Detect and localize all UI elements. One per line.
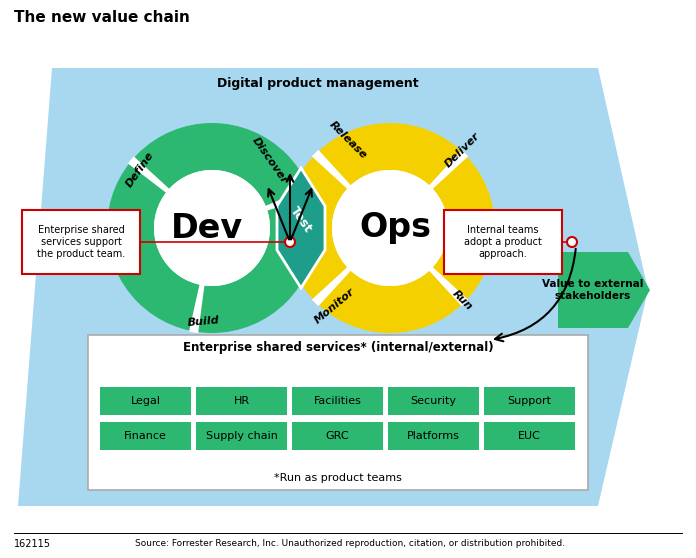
Text: HR: HR bbox=[233, 396, 250, 406]
FancyBboxPatch shape bbox=[196, 387, 287, 415]
Text: Finance: Finance bbox=[124, 431, 167, 441]
Text: Dev: Dev bbox=[171, 211, 243, 244]
Text: EUC: EUC bbox=[518, 431, 541, 441]
Circle shape bbox=[567, 237, 577, 247]
FancyBboxPatch shape bbox=[292, 422, 383, 450]
Text: Ops: Ops bbox=[359, 211, 431, 244]
Text: Deliver: Deliver bbox=[443, 131, 482, 170]
Text: Test: Test bbox=[287, 204, 315, 235]
Text: Supply chain: Supply chain bbox=[205, 431, 278, 441]
FancyBboxPatch shape bbox=[100, 387, 191, 415]
Circle shape bbox=[285, 123, 495, 333]
Wedge shape bbox=[429, 267, 468, 306]
Polygon shape bbox=[18, 68, 648, 506]
FancyBboxPatch shape bbox=[100, 422, 191, 450]
FancyBboxPatch shape bbox=[196, 422, 287, 450]
Text: Enterprise shared services* (internal/external): Enterprise shared services* (internal/ex… bbox=[182, 341, 493, 354]
Text: Platforms: Platforms bbox=[407, 431, 460, 441]
FancyBboxPatch shape bbox=[388, 387, 479, 415]
Circle shape bbox=[285, 237, 295, 247]
Text: Internal teams
adopt a product
approach.: Internal teams adopt a product approach. bbox=[464, 225, 542, 258]
Text: Run: Run bbox=[450, 288, 474, 312]
Wedge shape bbox=[312, 267, 351, 306]
Wedge shape bbox=[429, 150, 468, 190]
FancyBboxPatch shape bbox=[292, 387, 383, 415]
Text: Build: Build bbox=[187, 316, 221, 328]
Text: Facilities: Facilities bbox=[314, 396, 361, 406]
FancyArrowPatch shape bbox=[495, 249, 576, 341]
Text: *Run as product teams: *Run as product teams bbox=[274, 473, 402, 483]
Circle shape bbox=[154, 170, 270, 286]
FancyBboxPatch shape bbox=[444, 210, 562, 274]
Text: Source: Forrester Research, Inc. Unauthorized reproduction, citation, or distrib: Source: Forrester Research, Inc. Unautho… bbox=[135, 540, 565, 549]
Polygon shape bbox=[277, 168, 325, 288]
Circle shape bbox=[107, 123, 317, 333]
Text: 162115: 162115 bbox=[14, 539, 51, 549]
Text: Security: Security bbox=[411, 396, 457, 406]
Text: Define: Define bbox=[124, 151, 156, 190]
Circle shape bbox=[154, 170, 270, 286]
Wedge shape bbox=[264, 187, 313, 211]
Circle shape bbox=[332, 170, 448, 286]
FancyBboxPatch shape bbox=[388, 422, 479, 450]
Wedge shape bbox=[128, 156, 170, 193]
Text: Digital product management: Digital product management bbox=[217, 78, 419, 90]
Text: Release: Release bbox=[327, 119, 369, 161]
FancyBboxPatch shape bbox=[484, 422, 575, 450]
Text: Support: Support bbox=[507, 396, 551, 406]
Text: The new value chain: The new value chain bbox=[14, 11, 190, 26]
FancyBboxPatch shape bbox=[484, 387, 575, 415]
Text: Legal: Legal bbox=[131, 396, 161, 406]
Wedge shape bbox=[189, 283, 205, 333]
FancyBboxPatch shape bbox=[22, 210, 140, 274]
Polygon shape bbox=[558, 252, 650, 328]
Text: Enterprise shared
services support
the product team.: Enterprise shared services support the p… bbox=[37, 225, 125, 258]
Wedge shape bbox=[312, 150, 351, 190]
Text: Monitor: Monitor bbox=[313, 286, 357, 325]
Circle shape bbox=[332, 170, 448, 286]
Text: Discover: Discover bbox=[251, 135, 290, 185]
Text: Value to external
stakeholders: Value to external stakeholders bbox=[542, 279, 644, 301]
FancyBboxPatch shape bbox=[88, 335, 588, 490]
Text: GRC: GRC bbox=[326, 431, 349, 441]
